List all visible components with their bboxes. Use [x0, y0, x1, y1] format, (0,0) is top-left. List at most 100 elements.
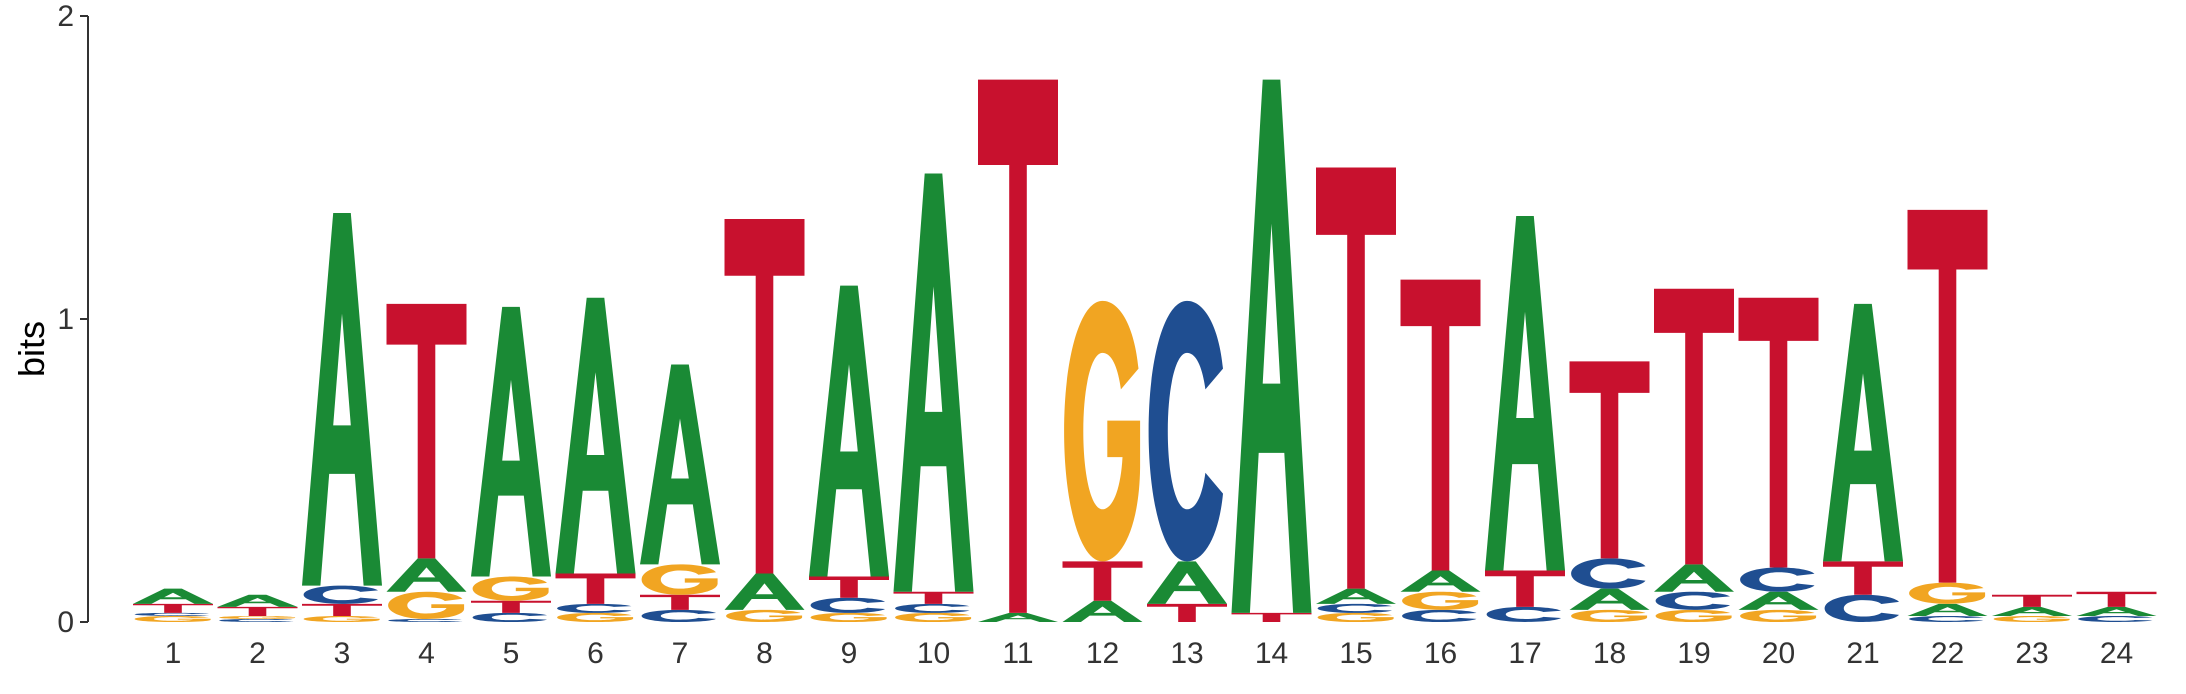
logo-letter-a — [1231, 79, 1312, 613]
logo-letter-c — [1909, 615, 1984, 622]
logo-letter-c — [219, 618, 294, 622]
logo-letter-a — [555, 297, 636, 574]
logo-column — [809, 285, 889, 622]
logo-letter-t — [809, 576, 889, 598]
logo-letter-a — [1992, 606, 2072, 616]
x-tick-label: 16 — [1424, 637, 1457, 670]
x-tick-label: 17 — [1508, 637, 1541, 670]
logo-letter-c — [2078, 615, 2153, 622]
logo-letter-t — [1738, 297, 1819, 568]
logo-letter-t — [217, 606, 298, 616]
logo-letter-a — [893, 173, 974, 592]
logo-column — [555, 297, 636, 622]
x-tick-label: 23 — [2015, 637, 2048, 670]
logo-letter-t — [724, 219, 805, 574]
logo-letter-c — [1317, 603, 1392, 613]
logo-column — [1485, 215, 1565, 622]
logo-stacks — [133, 79, 2157, 622]
logo-column — [1569, 361, 1650, 622]
logo-letter-t — [555, 573, 636, 604]
logo-letter-a — [386, 558, 467, 592]
x-tick-label: 19 — [1677, 637, 1710, 670]
logo-column — [1907, 209, 1988, 622]
logo-letter-t — [1823, 561, 1903, 595]
logo-letter-g — [810, 612, 887, 622]
logo-letter-c — [134, 612, 209, 616]
x-axis: 1 2 3 4 5 6 7 8 9 10 11 12 13 14 15 16 17 18 19 20 21 22 23 24 — [165, 637, 2134, 670]
logo-letter-c — [388, 618, 463, 622]
logo-letter-a — [471, 306, 551, 577]
logo-letter-t — [1569, 361, 1650, 559]
x-tick-label: 1 — [165, 637, 182, 670]
x-tick-label: 3 — [334, 637, 351, 670]
logo-letter-a — [302, 212, 382, 586]
logo-letter-t — [386, 303, 467, 559]
x-tick-label: 12 — [1086, 637, 1119, 670]
logo-column — [217, 594, 298, 622]
logo-letter-a — [1147, 561, 1227, 604]
logo-letter-g — [1317, 612, 1394, 622]
x-tick-label: 18 — [1593, 637, 1626, 670]
logo-column — [1147, 300, 1227, 622]
y-axis-title: bits — [11, 321, 52, 377]
logo-letter-t — [1231, 612, 1312, 622]
logo-letter-g — [219, 615, 296, 619]
logo-letter-c — [1655, 591, 1730, 610]
logo-column — [1823, 303, 1903, 622]
logo-letter-g — [1571, 609, 1648, 622]
logo-column — [978, 79, 1058, 622]
y-axis: 0 1 2 — [57, 0, 89, 639]
logo-letter-g — [557, 612, 634, 622]
logo-letter-t — [893, 591, 974, 604]
logo-letter-a — [2076, 606, 2157, 616]
logo-column — [1654, 288, 1734, 622]
logo-letter-a — [217, 594, 298, 607]
logo-letter-g — [641, 564, 718, 595]
logo-letter-c — [1486, 606, 1561, 622]
x-tick-label: 15 — [1339, 637, 1372, 670]
logo-column — [1992, 594, 2072, 622]
logo-letter-c — [557, 603, 632, 613]
logo-letter-g — [1064, 300, 1141, 562]
logo-letter-a — [1907, 603, 1988, 616]
logo-letter-c — [1824, 594, 1899, 622]
logo-letter-c — [1740, 567, 1815, 592]
logo-letter-a — [724, 573, 805, 610]
x-tick-label: 24 — [2100, 637, 2133, 670]
logo-letter-c — [1571, 558, 1646, 589]
x-tick-label: 6 — [587, 637, 604, 670]
logo-letter-a — [1569, 588, 1650, 610]
logo-letter-g — [1655, 609, 1732, 622]
logo-letter-g — [1740, 609, 1817, 622]
logo-column — [2076, 591, 2157, 622]
x-tick-label: 5 — [503, 637, 520, 670]
logo-column — [471, 306, 551, 622]
logo-letter-a — [640, 364, 720, 565]
logo-letter-a — [1823, 303, 1903, 562]
logo-letter-a — [1654, 564, 1734, 592]
logo-letter-t — [1147, 603, 1227, 622]
logo-column — [133, 588, 213, 622]
x-tick-label: 22 — [1931, 637, 1964, 670]
logo-letter-c — [1402, 609, 1477, 622]
logo-letter-g — [726, 609, 803, 622]
x-tick-label: 10 — [917, 637, 950, 670]
logo-letter-g — [1402, 591, 1479, 610]
y-tick-label: 0 — [57, 606, 74, 639]
logo-letter-t — [1062, 561, 1143, 601]
logo-letter-g — [134, 615, 211, 622]
logo-letter-a — [1738, 591, 1819, 610]
logo-letter-t — [471, 600, 551, 613]
logo-column — [1400, 279, 1481, 622]
logo-letter-t — [2076, 591, 2157, 607]
logo-letter-c — [1148, 300, 1223, 562]
x-tick-label: 13 — [1170, 637, 1203, 670]
logo-letter-t — [640, 594, 720, 610]
logo-letter-t — [1400, 279, 1481, 571]
logo-column — [302, 212, 382, 622]
y-tick-label: 2 — [57, 0, 74, 33]
x-tick-label: 4 — [418, 637, 435, 670]
logo-letter-g — [303, 615, 380, 622]
logo-letter-t — [1907, 209, 1988, 583]
